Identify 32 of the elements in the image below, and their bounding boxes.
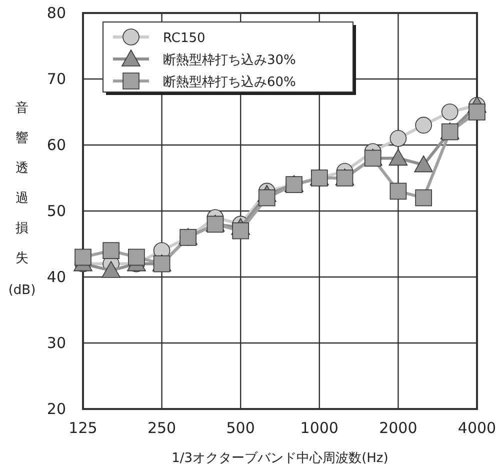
y-tick-label: 80 xyxy=(46,4,66,22)
point xyxy=(390,130,407,147)
y-tick-label: 70 xyxy=(46,70,66,88)
x-tick-label: 4000 xyxy=(458,419,496,437)
x-tick-label: 125 xyxy=(68,419,98,437)
point xyxy=(102,261,120,278)
y-tick-label: 50 xyxy=(46,202,66,220)
x-tick-label: 1000 xyxy=(300,419,338,437)
y-tick-label: 20 xyxy=(46,400,66,418)
y-tick-label: 40 xyxy=(46,268,66,286)
point xyxy=(258,189,276,206)
x-tick-label: 2000 xyxy=(379,419,418,437)
point xyxy=(468,104,486,120)
legend-label: RC150 xyxy=(163,31,206,46)
y-tick-label: 60 xyxy=(46,136,66,154)
point xyxy=(388,148,408,166)
x-tick-label: 500 xyxy=(226,419,255,437)
point xyxy=(128,248,145,266)
point xyxy=(415,116,432,134)
y-tick-label: 30 xyxy=(46,334,66,352)
point xyxy=(441,104,458,120)
point xyxy=(390,182,407,200)
point xyxy=(74,248,92,266)
point xyxy=(414,155,433,172)
point xyxy=(102,242,120,259)
text: 音響透過損失(dB) xyxy=(8,101,36,298)
x-axis-title: 1/3オクターブバンド中心周波数(Hz) xyxy=(172,450,388,466)
legend-label: 断熱型枠打ち込み30% xyxy=(163,53,296,68)
point xyxy=(415,189,432,206)
legend-label: 断熱型枠打ち込み60% xyxy=(163,75,296,90)
point xyxy=(232,222,249,240)
x-tick-label: 250 xyxy=(147,419,176,437)
